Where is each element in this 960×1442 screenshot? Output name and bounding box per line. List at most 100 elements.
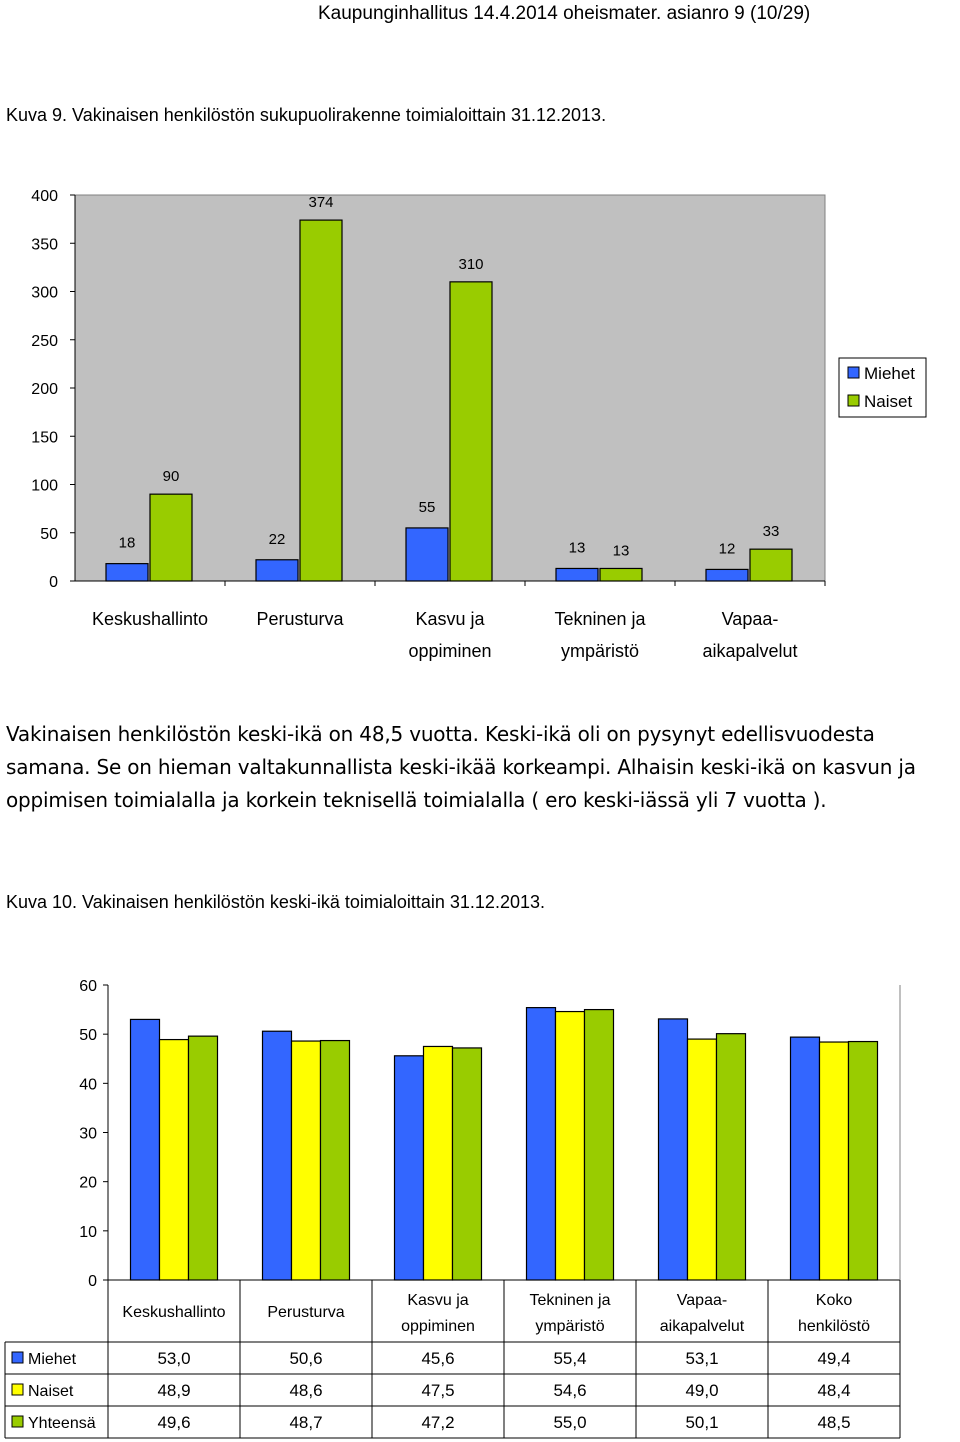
category-label: oppiminen xyxy=(401,1318,475,1335)
category-label: ympäristö xyxy=(561,641,639,661)
legend-label: Naiset xyxy=(864,392,912,411)
page-header: Kaupunginhallitus 14.4.2014 oheismater. … xyxy=(318,3,811,24)
gender-structure-chart: 0 50 100 150 200 250 300 350 400 18 90 Keskushallin… xyxy=(31,188,927,661)
table-cell: 48,9 xyxy=(157,1381,190,1400)
category-label: oppiminen xyxy=(408,641,491,661)
table-cell: 53,0 xyxy=(157,1349,190,1368)
bar-yhteensä xyxy=(847,1040,879,1281)
category-label: henkilöstö xyxy=(798,1318,870,1335)
category-label: Kasvu ja xyxy=(407,1292,468,1309)
category-label: aikapalvelut xyxy=(660,1318,745,1335)
y-tick-label: 40 xyxy=(79,1076,97,1093)
category-label: Perusturva xyxy=(256,609,344,629)
bar-naiset xyxy=(599,567,643,582)
table-cell: 53,1 xyxy=(685,1349,718,1368)
data-label: 55 xyxy=(419,499,436,516)
category-label: Tekninen ja xyxy=(530,1292,611,1309)
y-tick-label: 0 xyxy=(49,574,58,591)
data-label: 12 xyxy=(719,540,736,557)
table-series-name: Yhteensä xyxy=(28,1415,96,1432)
bar-naiset xyxy=(149,493,193,582)
bar-miehet xyxy=(393,1055,425,1281)
bar-naiset xyxy=(158,1038,190,1281)
table-cell: 48,4 xyxy=(817,1381,850,1400)
table-cell: 48,6 xyxy=(289,1381,322,1400)
figure-10-caption: Kuva 10. Vakinaisen henkilöstön keski-ik… xyxy=(6,892,545,912)
bar-naiset xyxy=(686,1038,718,1281)
table-cell: 48,7 xyxy=(289,1413,322,1432)
legend-swatch-naiset xyxy=(847,394,860,407)
bar-miehet xyxy=(789,1036,821,1281)
legend-swatch-naiset xyxy=(11,1383,24,1396)
data-label: 22 xyxy=(269,531,286,548)
y-tick-label: 50 xyxy=(40,526,58,543)
table-cell: 47,2 xyxy=(421,1413,454,1432)
y-tick-label: 300 xyxy=(31,285,58,302)
bar-yhteensä xyxy=(583,1008,615,1281)
bar-miehet xyxy=(525,1007,557,1281)
category-label: Tekninen ja xyxy=(554,609,646,629)
bar-naiset xyxy=(299,219,343,582)
bar-miehet xyxy=(705,568,749,582)
y-tick-label: 0 xyxy=(88,1273,97,1290)
category-label: Vapaa- xyxy=(677,1292,727,1309)
bar-miehet xyxy=(261,1030,293,1281)
bar-miehet xyxy=(129,1018,161,1281)
bar-yhteensä xyxy=(319,1039,351,1281)
legend-swatch-miehet xyxy=(11,1351,24,1364)
table-cell: 47,5 xyxy=(421,1381,454,1400)
bar-naiset xyxy=(422,1045,454,1281)
y-tick-label: 60 xyxy=(79,978,97,995)
data-label: 13 xyxy=(569,539,586,556)
table-cell: 50,1 xyxy=(685,1413,718,1432)
y-tick-label: 50 xyxy=(79,1027,97,1044)
category-label: Perusturva xyxy=(267,1304,344,1321)
bar-naiset xyxy=(818,1041,850,1281)
average-age-paragraph: Vakinaisen henkilöstön keski-ikä on 48,5… xyxy=(6,722,916,812)
data-label: 374 xyxy=(308,194,333,211)
data-label: 90 xyxy=(163,468,180,485)
bar-yhteensä xyxy=(187,1035,219,1281)
bar-miehet xyxy=(405,527,449,582)
bar-yhteensä xyxy=(715,1033,747,1281)
category-label: Keskushallinto xyxy=(92,609,208,629)
y-tick-label: 350 xyxy=(31,236,58,253)
y-tick-label: 200 xyxy=(31,381,58,398)
y-tick-label: 250 xyxy=(31,333,58,350)
bar-miehet xyxy=(255,559,299,582)
category-label: aikapalvelut xyxy=(702,641,797,661)
y-tick-label: 100 xyxy=(31,478,58,495)
legend-swatch-miehet xyxy=(847,366,860,379)
table-series-name: Miehet xyxy=(28,1351,77,1368)
table-cell: 49,4 xyxy=(817,1349,850,1368)
category-label: ympäristö xyxy=(535,1318,604,1335)
table-cell: 55,0 xyxy=(553,1413,586,1432)
table-cell: 49,0 xyxy=(685,1381,718,1400)
average-age-chart: 0 10 20 30 40 50 60 Miehet 53,0 50,6 45,6 55,4 53,1 4… xyxy=(4,978,901,1439)
category-label: Koko xyxy=(816,1292,853,1309)
bar-naiset xyxy=(749,548,793,582)
chart1-legend: Miehet Naiset xyxy=(838,357,927,418)
category-label: Vapaa- xyxy=(722,609,779,629)
bar-naiset xyxy=(554,1010,586,1281)
data-label: 18 xyxy=(119,535,136,552)
bar-miehet xyxy=(555,567,599,582)
bar-naiset xyxy=(290,1040,322,1281)
y-tick-label: 10 xyxy=(79,1224,97,1241)
category-label: Keskushallinto xyxy=(122,1304,225,1321)
bar-miehet xyxy=(105,563,149,582)
table-cell: 45,6 xyxy=(421,1349,454,1368)
table-cell: 49,6 xyxy=(157,1413,190,1432)
table-series-name: Naiset xyxy=(28,1383,74,1400)
y-tick-label: 400 xyxy=(31,188,58,205)
y-tick-label: 20 xyxy=(79,1175,97,1192)
data-label: 13 xyxy=(613,542,630,559)
bar-naiset xyxy=(449,281,493,582)
y-tick-label: 150 xyxy=(31,429,58,446)
table-cell: 48,5 xyxy=(817,1413,850,1432)
table-cell: 55,4 xyxy=(553,1349,586,1368)
legend-label: Miehet xyxy=(864,364,915,383)
bar-miehet xyxy=(657,1018,689,1281)
table-cell: 54,6 xyxy=(553,1381,586,1400)
bar-yhteensä xyxy=(451,1047,483,1281)
